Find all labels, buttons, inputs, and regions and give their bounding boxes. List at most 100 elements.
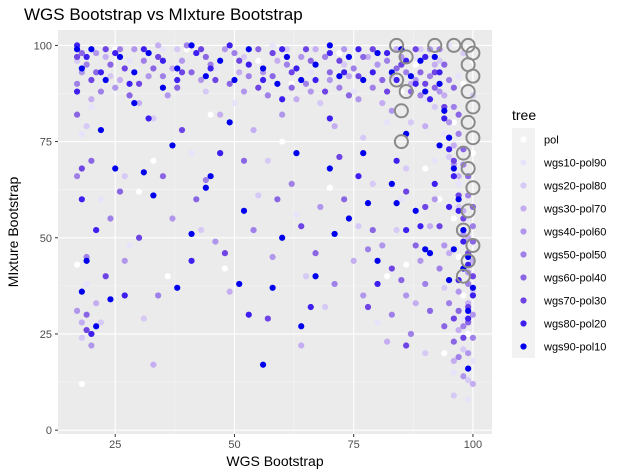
point-wgs20-pol80 [465,377,472,384]
point-wgs10-pol90 [231,100,238,107]
point-wgs60-pol40 [417,69,424,76]
point-wgs90-pol10 [73,46,81,53]
point-wgs50-pol50 [73,173,81,180]
point-wgs90-pol10 [450,165,457,172]
point-wgs70-pol30 [212,76,219,84]
point-wgs30-pol70 [445,250,453,257]
grey-marker [465,237,481,253]
point-wgs90-pol10 [88,46,95,53]
grey-marker [465,68,481,84]
grey-marker [389,72,405,88]
point-wgs90-pol10 [312,273,319,280]
point-wgs40-pol60 [73,307,81,314]
point-wgs50-pol50 [426,73,434,80]
point-wgs60-pol40 [73,111,81,118]
point-wgs60-pol40 [116,188,124,195]
point-wgs20-pol80 [436,57,443,64]
point-wgs50-pol50 [183,42,190,49]
point-wgs50-pol50 [73,80,81,87]
point-wgs90-pol10 [226,119,233,126]
point-wgs50-pol50 [155,292,162,299]
point-wgs40-pol60 [417,257,424,264]
point-wgs90-pol10 [174,65,181,72]
point-wgs70-pol30 [236,57,243,64]
point-wgs90-pol10 [393,200,400,207]
point-wgs40-pol60 [374,61,381,68]
point-wgs60-pol40 [379,76,386,84]
point-wgs10-pol90 [212,65,219,72]
point-wgs60-pol40 [360,53,367,61]
point-wgs50-pol50 [97,88,105,95]
point-wgs90-pol10 [279,234,286,241]
point-wgs40-pol60 [169,215,176,222]
point-wgs10-pol90 [159,46,167,53]
grey-marker [460,37,476,53]
legend-label: wgs50-pol50 [543,250,606,262]
point-wgs50-pol50 [383,57,391,64]
point-wgs50-pol50 [83,61,90,68]
point-wgs70-pol30 [403,188,410,195]
point-wgs50-pol50 [350,65,357,72]
point-wgs40-pol60 [121,257,128,264]
x-tick-label: 50 [228,439,240,451]
point-wgs20-pol80 [417,46,424,53]
point-wgs10-pol90 [455,180,462,188]
point-wgs80-pol20 [455,207,462,214]
point-wgs90-pol10 [465,307,472,314]
point-wgs60-pol40 [345,92,353,99]
point-wgs40-pol60 [355,96,362,103]
point-wgs80-pol20 [445,203,453,211]
point-wgs90-pol10 [345,53,353,61]
point-wgs10-pol90 [78,130,85,137]
point-wgs20-pol80 [341,61,348,68]
point-pol [279,138,286,145]
point-wgs60-pol40 [441,323,448,330]
point-pol [207,111,214,118]
point-wgs50-pol50 [369,84,376,91]
point-wgs10-pol90 [460,315,467,322]
point-wgs60-pol40 [288,84,295,91]
point-wgs10-pol90 [469,357,477,364]
point-wgs80-pol20 [326,115,333,122]
y-tick-label: 50 [40,233,52,245]
point-wgs80-pol20 [312,76,319,84]
point-wgs60-pol40 [326,69,333,76]
point-wgs40-pol60 [360,292,367,299]
legend-swatch [520,182,527,189]
point-wgs40-pol60 [341,46,348,53]
point-wgs60-pol40 [455,111,462,118]
point-wgs50-pol50 [140,57,147,64]
point-wgs50-pol50 [422,280,429,288]
point-wgs10-pol90 [383,119,391,126]
point-wgs90-pol10 [240,207,248,214]
point-wgs80-pol20 [97,69,105,76]
point-wgs70-pol30 [264,315,271,322]
point-wgs70-pol30 [102,273,109,280]
point-wgs40-pol60 [460,373,467,380]
point-wgs80-pol20 [245,311,252,318]
point-wgs80-pol20 [145,115,152,122]
point-wgs80-pol20 [78,196,85,203]
point-wgs40-pol60 [469,311,477,318]
point-wgs60-pol40 [93,69,100,76]
point-wgs70-pol30 [336,153,343,161]
point-wgs80-pol20 [126,80,133,87]
point-wgs80-pol20 [426,96,434,103]
point-wgs30-pol70 [250,126,257,134]
grey-marker [393,134,409,150]
point-wgs30-pol70 [450,142,457,149]
point-wgs30-pol70 [78,319,85,326]
point-wgs80-pol20 [159,57,167,64]
point-wgs90-pol10 [112,165,119,172]
point-wgs90-pol10 [83,257,90,264]
point-wgs80-pol20 [207,65,214,72]
point-pol [255,57,262,64]
point-wgs40-pol60 [240,88,248,95]
legend-swatch [520,320,527,327]
point-wgs50-pol50 [231,49,238,57]
point-pol [465,330,472,338]
point-wgs60-pol40 [412,242,419,249]
point-pol [469,150,477,157]
point-wgs30-pol70 [236,69,243,76]
